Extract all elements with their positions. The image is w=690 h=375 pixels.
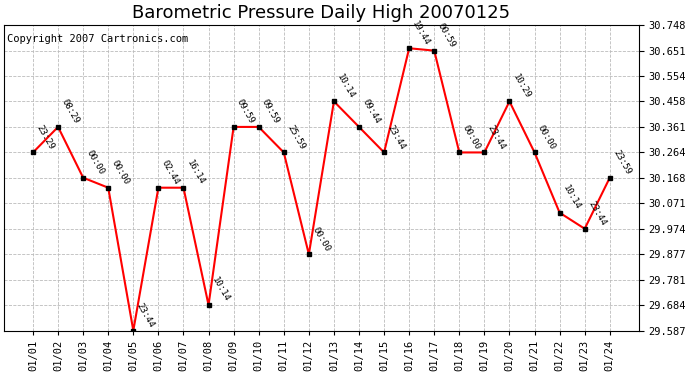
Text: 09:59: 09:59 xyxy=(260,98,282,126)
Text: 00:00: 00:00 xyxy=(110,159,131,186)
Text: 10:29: 10:29 xyxy=(511,72,532,100)
Text: 23:44: 23:44 xyxy=(486,123,507,151)
Text: 00:00: 00:00 xyxy=(536,123,557,151)
Title: Barometric Pressure Daily High 20070125: Barometric Pressure Daily High 20070125 xyxy=(132,4,511,22)
Text: 00:00: 00:00 xyxy=(85,148,106,176)
Text: 10:14: 10:14 xyxy=(335,72,357,100)
Text: 16:14: 16:14 xyxy=(185,159,206,186)
Text: 00:59: 00:59 xyxy=(435,21,457,49)
Text: 10:14: 10:14 xyxy=(210,276,231,304)
Text: 00:00: 00:00 xyxy=(461,123,482,151)
Text: 23:29: 23:29 xyxy=(34,123,56,151)
Text: 19:44: 19:44 xyxy=(411,19,432,47)
Text: 25:59: 25:59 xyxy=(285,123,306,151)
Text: 10:14: 10:14 xyxy=(561,183,582,211)
Text: 08:29: 08:29 xyxy=(59,98,81,126)
Text: 23:44: 23:44 xyxy=(135,302,156,329)
Text: 02:44: 02:44 xyxy=(160,159,181,186)
Text: 00:00: 00:00 xyxy=(310,225,331,253)
Text: 09:44: 09:44 xyxy=(360,98,382,126)
Text: 23:44: 23:44 xyxy=(386,123,406,151)
Text: 23:59: 23:59 xyxy=(611,148,633,176)
Text: 23:44: 23:44 xyxy=(586,200,607,227)
Text: Copyright 2007 Cartronics.com: Copyright 2007 Cartronics.com xyxy=(8,34,188,44)
Text: 09:59: 09:59 xyxy=(235,98,256,126)
